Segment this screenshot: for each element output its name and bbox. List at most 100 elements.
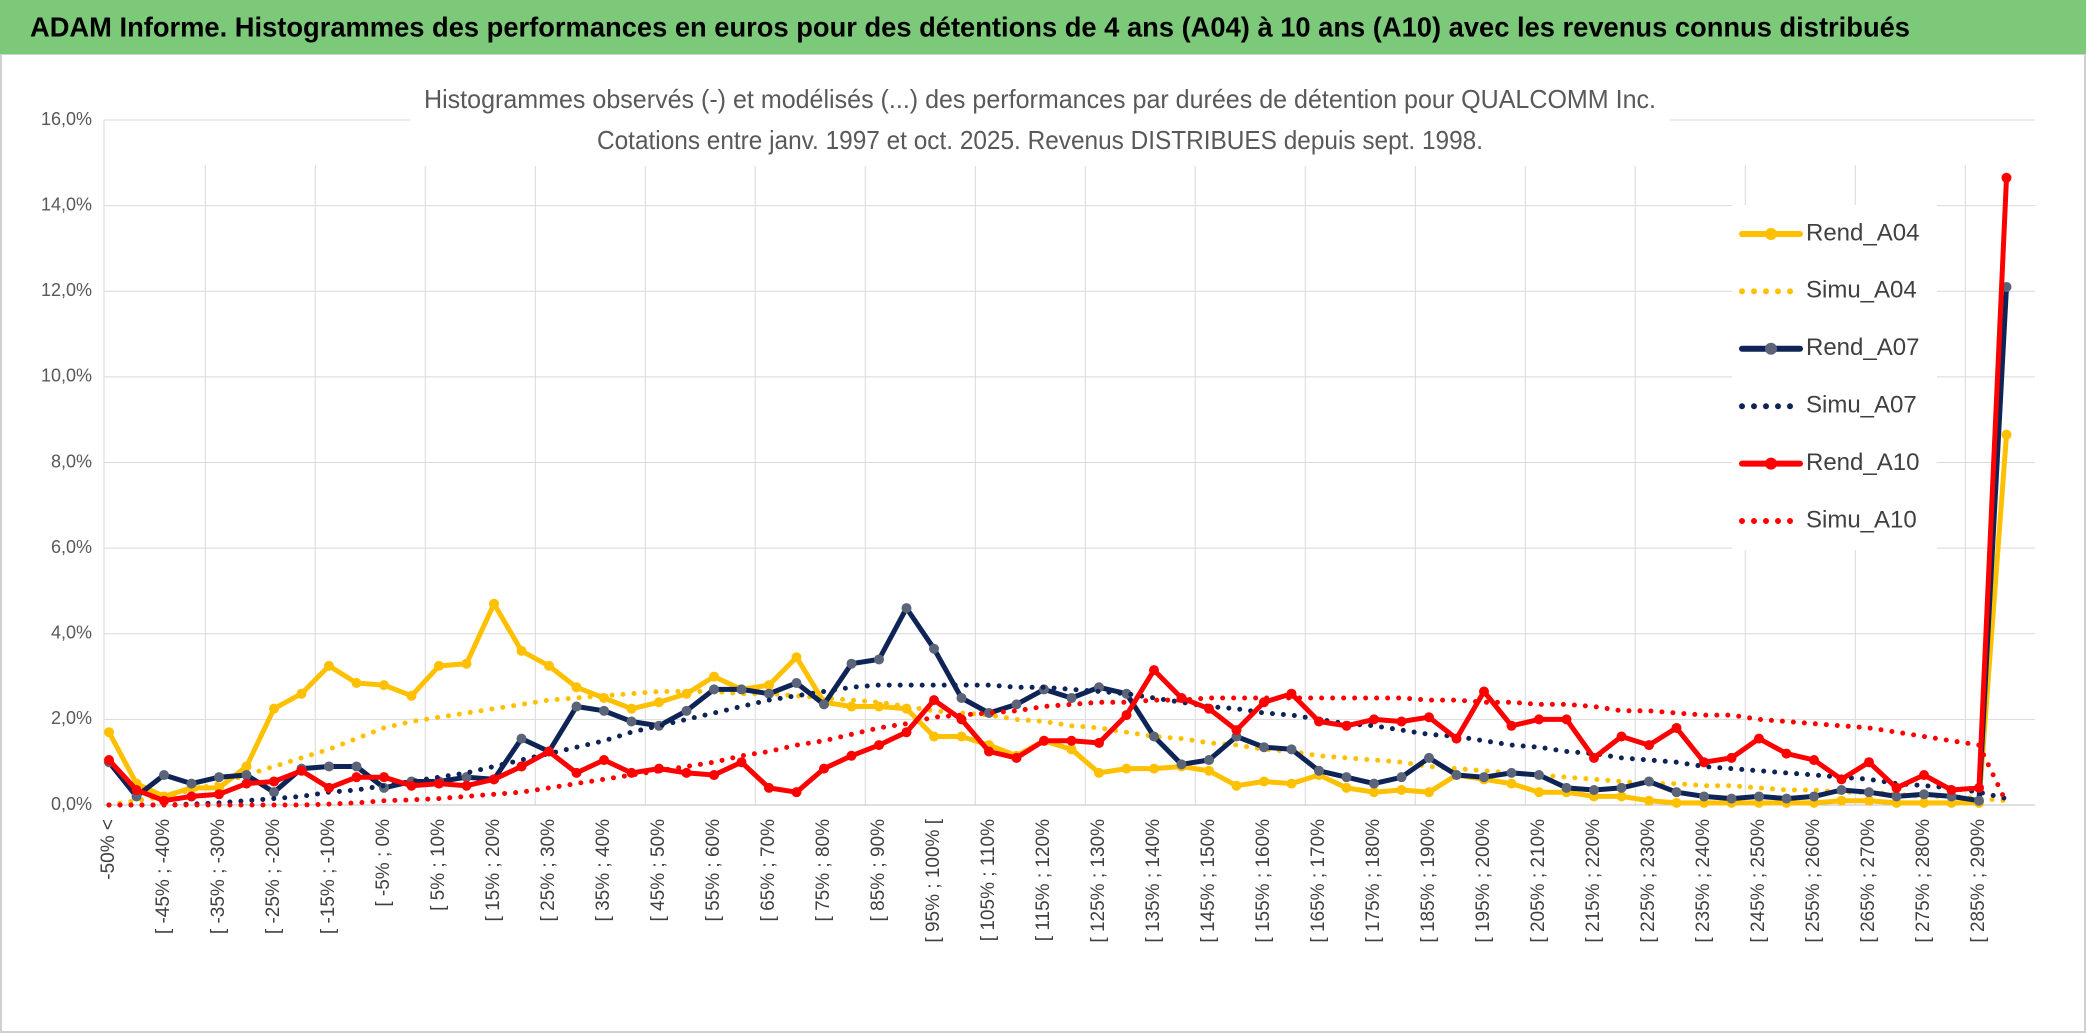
data-point — [1561, 782, 1572, 793]
data-point — [764, 680, 774, 691]
legend-label: Rend_A04 — [1806, 219, 1919, 246]
legend-label: Simu_A07 — [1806, 392, 1917, 419]
data-point — [1534, 714, 1544, 725]
data-point — [1424, 752, 1434, 763]
data-point — [1369, 787, 1379, 798]
data-point — [1644, 740, 1654, 751]
data-point — [214, 772, 224, 783]
x-tick-label: [ 195% ; 200% — [1473, 819, 1494, 943]
data-point — [1066, 744, 1077, 755]
x-tick-label: [ 75% ; 80% — [813, 819, 834, 922]
data-point — [1726, 793, 1737, 804]
x-tick-label: [ -15% ; -10% — [318, 819, 339, 934]
observed-line — [106, 432, 2009, 806]
data-point — [1451, 733, 1462, 744]
data-point — [461, 780, 472, 791]
data-point — [736, 757, 747, 768]
data-point — [131, 785, 142, 796]
y-tick-label: 2,0% — [51, 708, 92, 728]
data-point — [1479, 772, 1489, 783]
header-title: ADAM Informe. Histogrammes des performan… — [30, 11, 1910, 42]
data-point — [654, 697, 664, 708]
x-tick-label: [ 125% ; 130% — [1088, 819, 1109, 943]
x-tick-label: [ -35% ; -30% — [208, 819, 229, 934]
data-point — [846, 701, 857, 712]
data-point — [296, 765, 307, 776]
y-tick-label: 16,0% — [41, 109, 92, 129]
legend-label: Simu_A10 — [1806, 506, 1917, 533]
data-point — [791, 677, 802, 688]
data-point — [681, 767, 692, 778]
x-tick-label: [ -5% ; 0% — [373, 819, 394, 907]
data-point — [434, 778, 444, 789]
data-point — [324, 761, 334, 772]
data-point — [1011, 752, 1022, 763]
data-point — [1946, 785, 1957, 796]
data-point — [406, 690, 417, 701]
data-point — [1286, 778, 1297, 789]
data-point — [1726, 752, 1737, 763]
data-point — [1369, 714, 1379, 725]
x-tick-label: [ 135% ; 140% — [1143, 819, 1164, 943]
data-point — [1754, 733, 1764, 744]
data-point — [461, 772, 472, 783]
x-tick-label: [ 215% ; 220% — [1583, 819, 1604, 943]
data-point — [1919, 789, 1929, 800]
data-point — [736, 684, 747, 695]
model-line — [106, 689, 2009, 808]
data-point — [186, 791, 197, 802]
data-point — [489, 774, 499, 785]
data-point — [1781, 748, 1792, 759]
data-point — [1094, 737, 1104, 748]
data-point — [1066, 692, 1077, 703]
data-point — [1919, 770, 1929, 781]
data-point — [516, 761, 527, 772]
y-tick-label: 12,0% — [41, 280, 92, 300]
data-point — [351, 772, 362, 783]
data-point — [1589, 752, 1599, 763]
data-point — [104, 727, 114, 738]
data-point — [1836, 795, 1847, 806]
data-point — [1534, 770, 1544, 781]
x-tick-label: [ 25% ; 30% — [538, 819, 559, 922]
x-tick-label: [ 145% ; 150% — [1198, 819, 1219, 943]
data-point — [1891, 791, 1902, 802]
data-point — [544, 746, 554, 757]
data-point — [681, 705, 692, 716]
data-point — [1231, 725, 1242, 736]
x-tick-label: [ 15% ; 20% — [483, 819, 504, 922]
data-point — [1424, 787, 1434, 798]
data-point — [956, 692, 967, 703]
data-point — [516, 645, 527, 656]
x-tick-label: [ -45% ; -40% — [153, 819, 174, 934]
data-point — [1781, 793, 1792, 804]
data-point — [1341, 782, 1352, 793]
data-point — [1176, 759, 1187, 770]
y-tick-label: 14,0% — [41, 194, 92, 214]
data-point — [1341, 772, 1352, 783]
data-point — [1149, 731, 1159, 742]
data-point — [599, 705, 609, 716]
data-point — [956, 731, 967, 742]
data-point — [571, 701, 582, 712]
data-point — [1204, 755, 1214, 766]
data-point — [351, 677, 362, 688]
data-point — [1864, 795, 1874, 806]
legend-label: Simu_A04 — [1806, 277, 1917, 304]
x-tick-label: [ 95% ; 100% [ — [923, 818, 944, 942]
data-point — [1121, 763, 1132, 774]
data-point — [104, 755, 114, 766]
data-point — [929, 731, 939, 742]
data-point — [1754, 791, 1764, 802]
data-point — [1204, 765, 1214, 776]
data-point — [296, 688, 307, 699]
x-tick-label: [ 235% ; 240% — [1693, 819, 1714, 943]
data-point — [406, 780, 417, 791]
data-point — [351, 761, 362, 772]
data-point — [1836, 774, 1847, 785]
legend-marker — [1765, 228, 1777, 240]
data-point — [1671, 787, 1682, 798]
data-point — [324, 660, 334, 671]
data-point — [186, 778, 197, 789]
